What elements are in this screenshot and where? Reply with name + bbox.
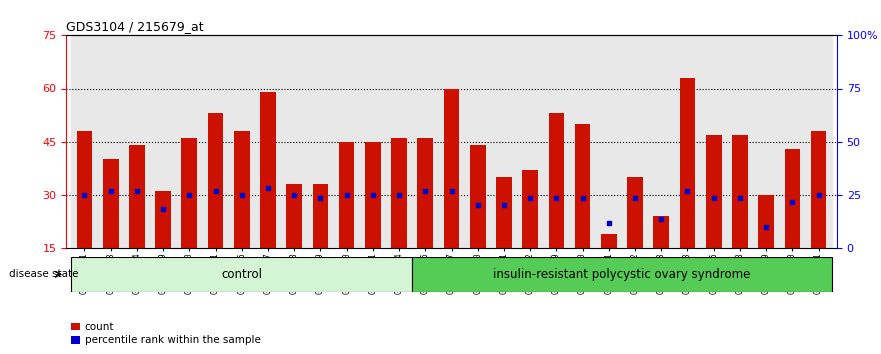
Bar	[439, 35, 464, 248]
Bar	[654, 216, 670, 248]
Bar	[103, 159, 119, 248]
Bar	[491, 35, 517, 248]
Bar	[549, 113, 564, 248]
Bar	[98, 35, 123, 248]
Bar	[365, 142, 381, 248]
Bar	[464, 35, 491, 248]
Bar	[679, 78, 695, 248]
Text: disease state: disease state	[9, 269, 78, 279]
Bar	[77, 131, 93, 248]
Bar	[281, 35, 307, 248]
Bar	[601, 234, 617, 248]
Bar	[334, 35, 359, 248]
Bar	[759, 195, 774, 248]
Bar	[203, 35, 229, 248]
Bar	[233, 131, 249, 248]
Bar	[569, 35, 596, 248]
Bar	[155, 191, 171, 248]
Bar	[307, 35, 334, 248]
Bar	[517, 35, 544, 248]
Legend: count, percentile rank within the sample: count, percentile rank within the sample	[71, 322, 261, 345]
Bar	[412, 35, 439, 248]
Bar	[71, 35, 98, 248]
Bar	[732, 135, 748, 248]
Bar	[339, 142, 354, 248]
Bar	[700, 35, 727, 248]
Bar	[444, 88, 459, 248]
Text: control: control	[221, 268, 263, 281]
Bar	[418, 138, 433, 248]
Text: GDS3104 / 215679_at: GDS3104 / 215679_at	[66, 20, 204, 33]
Bar	[780, 35, 805, 248]
Bar	[229, 35, 255, 248]
Bar	[313, 184, 329, 248]
Bar	[260, 92, 276, 248]
Bar	[811, 131, 826, 248]
Bar	[412, 257, 832, 292]
Bar	[805, 35, 832, 248]
Bar	[784, 149, 800, 248]
Bar	[706, 135, 722, 248]
Bar	[627, 177, 643, 248]
Bar	[208, 113, 224, 248]
Bar	[71, 257, 412, 292]
Bar	[359, 35, 386, 248]
Bar	[181, 138, 197, 248]
Bar	[596, 35, 622, 248]
Bar	[386, 35, 412, 248]
Bar	[727, 35, 753, 248]
Bar	[391, 138, 407, 248]
Bar	[123, 35, 150, 248]
Bar	[648, 35, 674, 248]
Bar	[286, 184, 302, 248]
Bar	[622, 35, 648, 248]
Bar	[176, 35, 203, 248]
Bar	[574, 124, 590, 248]
Bar	[522, 170, 538, 248]
Bar	[544, 35, 569, 248]
Bar	[470, 145, 485, 248]
Bar	[150, 35, 176, 248]
Bar	[129, 145, 144, 248]
Text: insulin-resistant polycystic ovary syndrome: insulin-resistant polycystic ovary syndr…	[493, 268, 751, 281]
Bar	[753, 35, 780, 248]
Bar	[255, 35, 281, 248]
Bar	[674, 35, 700, 248]
Bar	[496, 177, 512, 248]
